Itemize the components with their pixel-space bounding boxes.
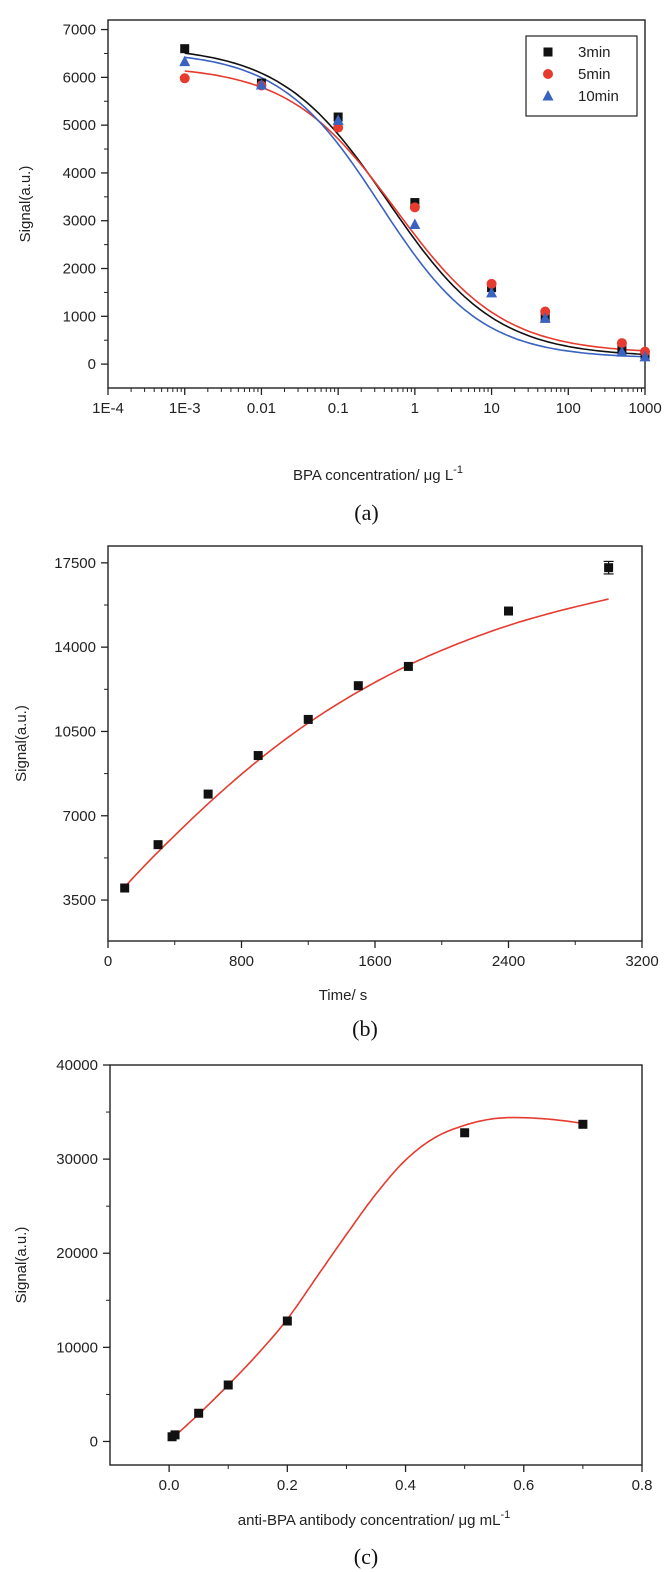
data-point-10min (616, 346, 628, 357)
data-point (303, 714, 313, 724)
x-tick-label: 0 (104, 953, 112, 970)
x-tick-label: 800 (229, 953, 254, 970)
data-point (403, 661, 413, 671)
y-tick-label: 40000 (56, 1057, 98, 1074)
y-axis-title: Signal(a.u.) (17, 166, 34, 243)
x-tick-label: 2400 (492, 953, 525, 970)
y-tick-label: 30000 (56, 1151, 98, 1168)
y-tick-label: 1000 (63, 308, 96, 325)
legend-label-10min: 10min (578, 88, 619, 105)
legend-label-5min: 5min (578, 66, 611, 83)
x-tick-label: 0.8 (632, 1477, 653, 1494)
data-point-10min (539, 312, 551, 323)
data-point (170, 1430, 180, 1440)
fit-curve-3min (184, 52, 646, 356)
data-point (194, 1408, 204, 1418)
data-point (282, 1316, 292, 1326)
y-tick-label: 7000 (63, 22, 96, 39)
data-point (604, 563, 614, 573)
data-point (203, 789, 213, 799)
fit-curve (124, 598, 609, 888)
chart-panel-2: 0 800 1600 2400 3200 3500 7000 10500 14000 17500 T… (13, 545, 659, 1041)
x-tick-label: 0.01 (247, 400, 276, 417)
legend-marker-3min (543, 47, 553, 57)
x-axis-title: Time/ s (319, 987, 368, 1004)
data-point (460, 1128, 470, 1138)
data-point (120, 883, 130, 893)
x-tick-label: 0.2 (277, 1477, 298, 1494)
data-point-5min (540, 306, 551, 317)
data-point-10min (409, 218, 421, 230)
x-tick-label: 1E-4 (92, 400, 124, 417)
plot-frame (107, 19, 646, 389)
data-point (253, 751, 263, 761)
data-point (153, 840, 163, 850)
panel-label: (a) (354, 500, 378, 525)
fit-curve-10min (184, 56, 646, 358)
data-point-5min (409, 202, 420, 213)
legend-marker-10min (542, 90, 554, 101)
y-tick-label: 10500 (54, 723, 96, 740)
x-axis-title: anti-BPA antibody concentration/ μg mL-1 (238, 1509, 510, 1529)
data-point (578, 1119, 588, 1129)
data-point-10min (255, 78, 267, 90)
y-axis-title: Signal(a.u.) (13, 1227, 30, 1304)
x-tick-label: 0.1 (328, 400, 349, 417)
x-tick-label: 1 (411, 400, 419, 417)
data-point (353, 681, 363, 691)
y-tick-label: 5000 (63, 117, 96, 134)
data-point (223, 1380, 233, 1390)
chart-panel-1: 1E-4 1E-3 0.01 0.1 1 10 100 1000 0 1000 2000 3000 40… (17, 19, 662, 525)
y-tick-label: 2000 (63, 261, 96, 278)
y-tick-label: 17500 (54, 555, 96, 572)
legend-marker-5min (543, 69, 553, 79)
data-point-10min (332, 114, 344, 125)
data-point-10min (639, 350, 651, 362)
x-axis-title-superscript: -1 (500, 1509, 510, 1521)
x-tick-label: 0.4 (395, 1477, 416, 1494)
y-tick-label: 14000 (54, 639, 96, 656)
y-tick-label: 20000 (56, 1245, 98, 1262)
x-tick-label: 0.6 (513, 1477, 534, 1494)
plot-frame (109, 1064, 643, 1466)
y-tick-label: 3500 (63, 892, 96, 909)
y-tick-label: 0 (88, 356, 96, 373)
legend-label-3min: 3min (578, 44, 611, 61)
panel-label: (c) (354, 1544, 378, 1569)
plot-frame (107, 545, 643, 942)
chart-panel-3: 0.0 0.2 0.4 0.6 0.8 0 10000 20000 30000 40000 anti… (13, 1057, 652, 1569)
data-point-10min (486, 286, 498, 298)
data-point-5min (486, 278, 497, 289)
data-point-5min (333, 122, 344, 133)
x-tick-label: 3200 (625, 953, 658, 970)
data-point-3min (180, 44, 190, 54)
y-tick-label: 7000 (63, 808, 96, 825)
x-axis-title-superscript: -1 (453, 464, 463, 476)
fit-curve (171, 1116, 584, 1440)
y-tick-label: 6000 (63, 69, 96, 86)
panel-label: (b) (352, 1016, 378, 1041)
data-point (504, 606, 513, 616)
y-tick-label: 10000 (56, 1339, 98, 1356)
data-point-5min (179, 73, 190, 84)
data-point-5min (616, 338, 627, 349)
y-tick-label: 3000 (63, 213, 96, 230)
x-tick-label: 1E-3 (169, 400, 201, 417)
y-tick-label: 0 (90, 1433, 98, 1450)
x-tick-label: 1600 (358, 953, 391, 970)
y-axis-title: Signal(a.u.) (13, 705, 30, 782)
x-tick-label: 100 (556, 400, 581, 417)
x-tick-label: 10 (483, 400, 500, 417)
data-point-10min (179, 55, 191, 67)
x-axis-title: BPA concentration/ μg L-1 (293, 464, 463, 484)
y-tick-label: 4000 (63, 165, 96, 182)
x-tick-label: 0.0 (159, 1477, 180, 1494)
x-tick-label: 1000 (628, 400, 661, 417)
